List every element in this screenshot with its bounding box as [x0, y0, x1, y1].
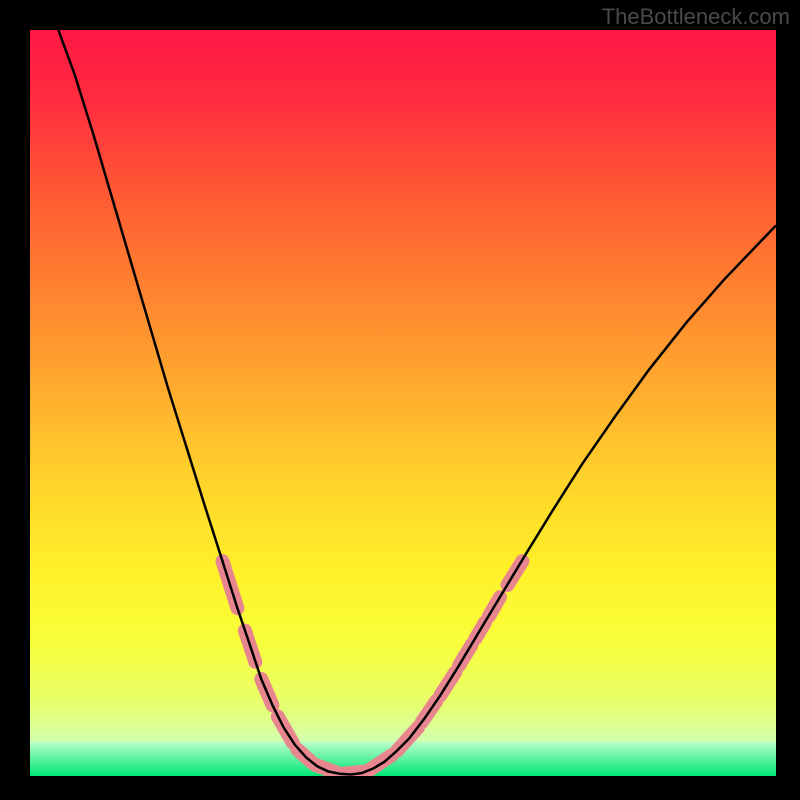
bottleneck-chart: [30, 30, 776, 776]
pink-highlight-layer: [222, 561, 522, 774]
watermark-label: TheBottleneck.com: [602, 4, 790, 30]
bottleneck-curve: [58, 30, 776, 775]
chart-svg: [30, 30, 776, 776]
